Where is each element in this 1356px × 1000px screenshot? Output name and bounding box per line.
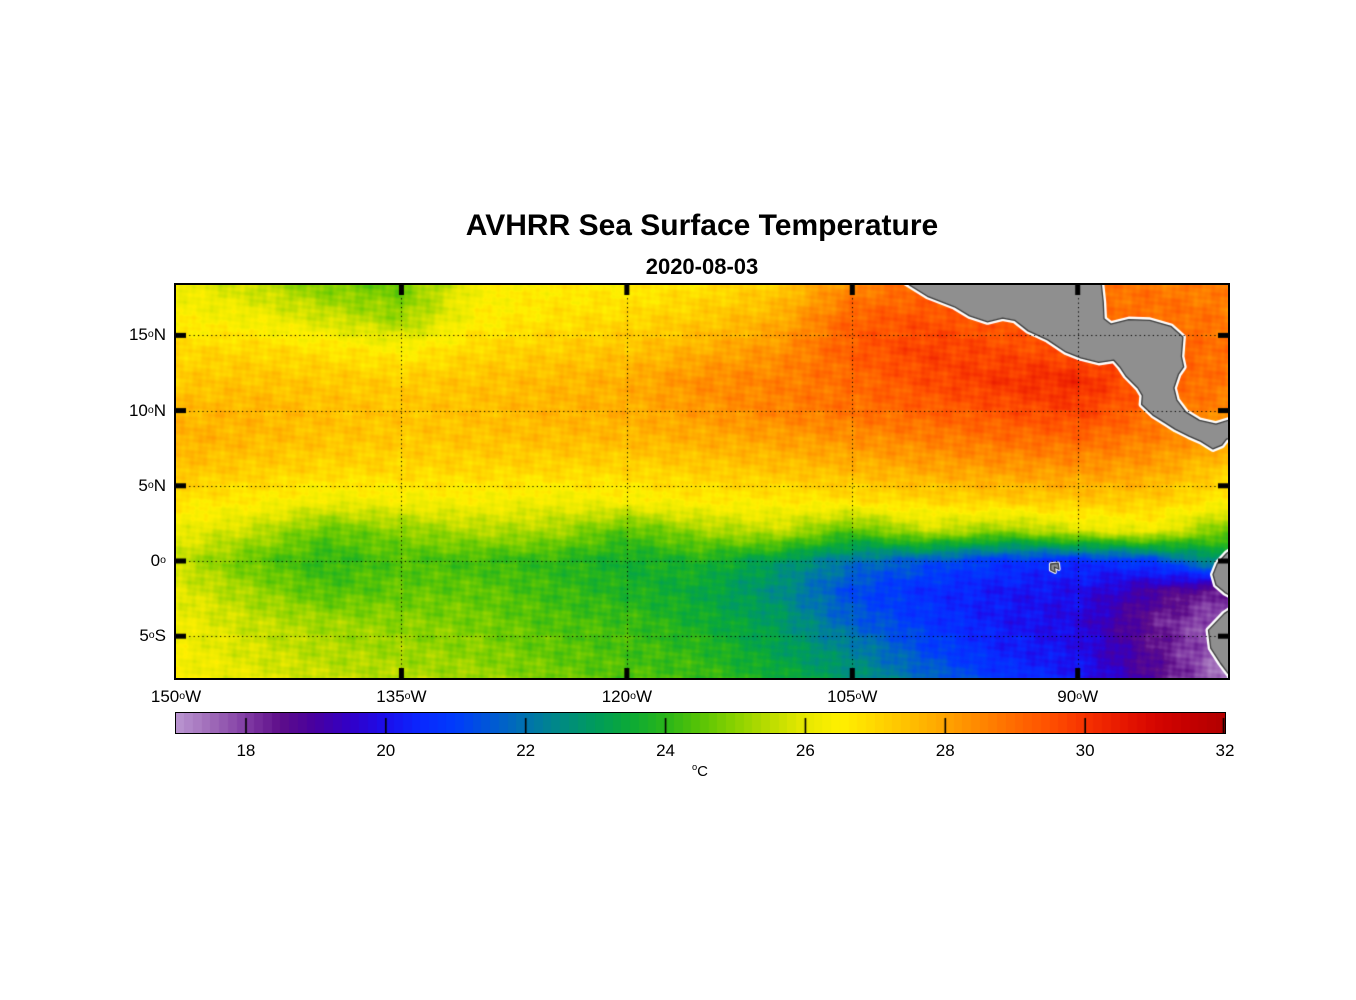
colorbar-tick-label: 18: [236, 741, 256, 760]
x-axis-tick-label: 120oW: [601, 687, 652, 706]
colorbar-tick-label: 22: [516, 741, 536, 760]
y-axis-tick-label: 5oN: [138, 475, 166, 495]
x-axis-tick-label: 150oW: [150, 687, 202, 706]
x-axis-tick-label: 105oW: [827, 687, 878, 706]
y-axis-tick-label: 10oN: [128, 400, 166, 420]
x-axis-tick-label: 135oW: [376, 687, 427, 706]
x-axis-tick-label: 90oW: [1057, 687, 1099, 706]
chart-date-subtitle: 2020-08-03: [645, 254, 759, 279]
sst-map-canvas: [176, 285, 1228, 678]
colorbar-tick-label: 20: [376, 741, 396, 760]
colorbar-tick-label: 28: [935, 741, 955, 760]
colorbar: [175, 712, 1226, 734]
map-axes: [174, 283, 1230, 680]
colorbar-tick-label: 26: [795, 741, 815, 760]
colorbar-tick-label: 24: [656, 741, 675, 760]
y-axis-tick-label: 5oS: [139, 626, 166, 646]
chart-title: AVHRR Sea Surface Temperature: [465, 209, 939, 242]
y-axis-tick-label: 0o: [150, 550, 166, 570]
colorbar-tick-label: 30: [1075, 741, 1095, 760]
y-axis-tick-label: 15oN: [128, 325, 166, 345]
colorbar-unit-label: oC: [691, 762, 708, 780]
colorbar-tick-label: 32: [1215, 741, 1235, 760]
colorbar-gradient-canvas: [176, 713, 1225, 733]
